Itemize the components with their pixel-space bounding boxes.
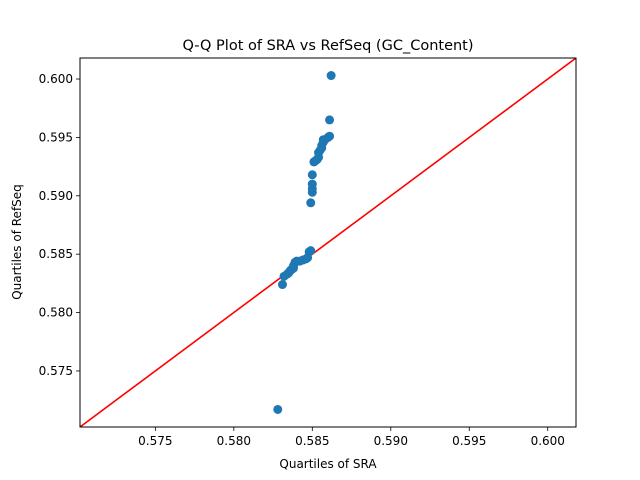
scatter-points — [273, 71, 336, 414]
x-axis-label: Quartiles of SRA — [279, 457, 377, 471]
y-tick-label: 0.595 — [39, 130, 73, 144]
x-tick-label: 0.585 — [295, 434, 329, 448]
y-axis: 0.575 0.580 0.585 0.590 0.595 0.600 — [39, 72, 80, 378]
y-tick-label: 0.590 — [39, 189, 73, 203]
chart-title: Q-Q Plot of SRA vs RefSeq (GC_Content) — [182, 38, 473, 54]
scatter-point — [273, 404, 283, 414]
y-axis-label: Quartiles of RefSeq — [10, 184, 24, 300]
x-tick-label: 0.575 — [138, 434, 172, 448]
reference-line — [80, 58, 576, 427]
plot-area — [79, 57, 577, 428]
x-tick-label: 0.590 — [374, 434, 408, 448]
x-tick-label: 0.595 — [452, 434, 486, 448]
x-tick-label: 0.580 — [217, 434, 251, 448]
x-axis: 0.575 0.580 0.585 0.590 0.595 0.600 — [138, 427, 565, 448]
scatter-point — [306, 246, 316, 256]
scatter-point — [277, 280, 287, 290]
scatter-point — [307, 170, 317, 180]
scatter-point — [326, 71, 336, 81]
scatter-point — [325, 131, 335, 141]
x-tick-label: 0.600 — [531, 434, 565, 448]
axes-frame — [79, 57, 577, 428]
scatter-point — [325, 115, 335, 125]
scatter-point — [307, 179, 317, 189]
y-tick-label: 0.600 — [39, 72, 73, 86]
y-tick-label: 0.585 — [39, 247, 73, 261]
y-tick-label: 0.580 — [39, 306, 73, 320]
y-tick-label: 0.575 — [39, 364, 73, 378]
scatter-point — [306, 198, 316, 208]
